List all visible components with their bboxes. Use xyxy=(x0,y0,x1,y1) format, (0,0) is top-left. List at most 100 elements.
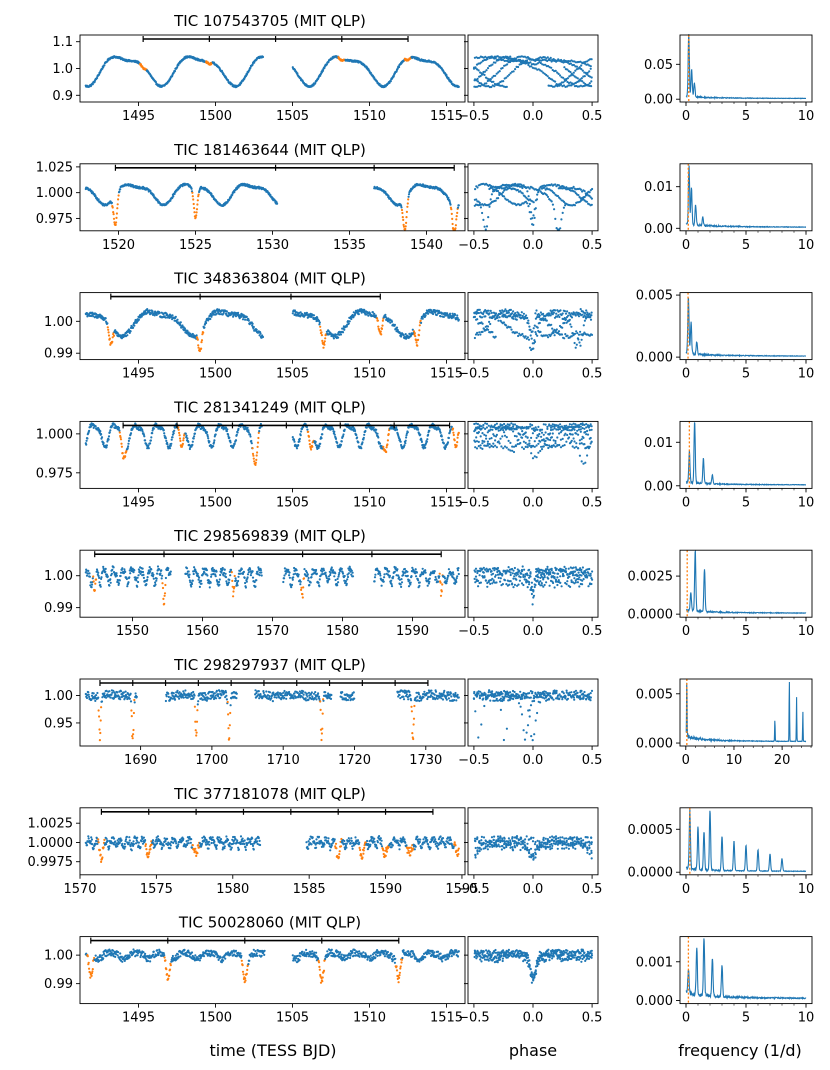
flux-point xyxy=(186,329,189,332)
phase-point xyxy=(494,435,498,438)
phase-point xyxy=(511,430,515,433)
phase-point xyxy=(566,334,569,337)
phase-point xyxy=(544,431,547,434)
eclipse-point xyxy=(252,457,255,460)
phase-point xyxy=(475,447,479,450)
flux-point xyxy=(127,442,130,445)
phase-point xyxy=(562,76,565,79)
eclipse-point xyxy=(120,442,123,445)
phase-point xyxy=(495,446,498,449)
phase-point xyxy=(582,462,585,465)
phase-point xyxy=(540,431,544,434)
phase-point xyxy=(557,184,561,187)
phase-point xyxy=(486,442,489,445)
flux-point xyxy=(440,435,443,438)
x-tick-label: 0.5 xyxy=(582,238,603,253)
eclipse-point xyxy=(112,217,116,220)
phase-point xyxy=(534,426,537,429)
phase-point xyxy=(492,426,495,429)
flux-point xyxy=(339,333,343,336)
phase-point xyxy=(503,434,507,437)
flux-point xyxy=(372,426,375,429)
phase-point xyxy=(521,314,524,318)
phase-point xyxy=(475,422,478,425)
eclipse-point xyxy=(416,344,419,347)
eclipse-point xyxy=(402,225,406,228)
eclipse-point xyxy=(193,211,196,214)
phase-point xyxy=(494,335,497,338)
phase-point xyxy=(492,445,495,448)
phase-point xyxy=(519,314,522,317)
phase-point xyxy=(555,428,558,431)
eclipse-point xyxy=(198,349,201,353)
eclipse-point xyxy=(180,445,184,448)
flux-point xyxy=(361,441,364,444)
phase-points xyxy=(473,422,593,465)
x-tick-label: 0.0 xyxy=(523,109,544,124)
phase-point xyxy=(561,211,564,214)
flux-point xyxy=(245,315,248,318)
phase-point xyxy=(553,328,556,331)
phase-point xyxy=(506,425,509,428)
eclipse-point xyxy=(401,211,404,215)
phase-point xyxy=(507,439,510,442)
phase-point xyxy=(535,444,538,447)
phase-point xyxy=(533,440,536,443)
eclipse-point xyxy=(324,337,327,340)
phase-point xyxy=(508,423,511,426)
eclipse-point xyxy=(419,319,422,322)
phase-point xyxy=(569,62,573,65)
phase-point xyxy=(569,70,572,74)
flux-point xyxy=(333,430,336,433)
phase-point xyxy=(579,344,582,347)
phase-point xyxy=(564,333,567,336)
flux-point xyxy=(188,447,191,451)
flux-point xyxy=(144,439,147,442)
eclipse-point xyxy=(320,334,323,337)
phase-point xyxy=(551,327,554,330)
y-tick-label: 1.00 xyxy=(44,315,73,330)
x-tick-label: 0 xyxy=(682,495,690,510)
phase-point xyxy=(559,423,562,426)
phase-point xyxy=(569,323,572,326)
flux-point xyxy=(186,437,189,440)
phase-point xyxy=(502,315,505,318)
x-tick-label: 1505 xyxy=(276,367,309,382)
phase-point xyxy=(561,426,564,429)
eclipse-point xyxy=(385,446,388,449)
flux-point xyxy=(224,426,228,429)
eclipse-point xyxy=(200,341,203,344)
eclipse-point xyxy=(310,448,313,451)
phase-point xyxy=(477,333,480,336)
flux-point xyxy=(341,331,345,334)
flux-point xyxy=(146,308,149,311)
flux-point xyxy=(97,198,100,201)
eclipse-point xyxy=(118,431,121,434)
x-tick-label: −0.5 xyxy=(458,238,490,253)
flux-point xyxy=(166,314,169,317)
phase-point xyxy=(495,187,498,190)
eclipse-point xyxy=(177,428,180,431)
phase-point xyxy=(567,425,570,429)
phase-point xyxy=(515,331,519,334)
phase-point xyxy=(534,331,537,334)
flux-point xyxy=(367,314,370,317)
phase-point xyxy=(528,444,531,447)
phase-point xyxy=(570,316,574,319)
flux-point xyxy=(247,319,250,322)
flux-point xyxy=(296,72,299,75)
phase-point xyxy=(514,57,518,60)
phase-point xyxy=(488,205,491,208)
phase-point xyxy=(574,69,577,72)
phase-point xyxy=(498,58,501,61)
flux-point xyxy=(147,447,150,450)
flux-point xyxy=(316,317,319,320)
phase-point xyxy=(527,195,530,198)
phase-point xyxy=(500,312,503,315)
x-tick-label: 1515 xyxy=(430,495,463,510)
flux-point xyxy=(233,191,236,194)
flux-point xyxy=(117,426,121,429)
x-tick-label: 1495 xyxy=(122,495,155,510)
periodogram-frame xyxy=(679,163,813,232)
